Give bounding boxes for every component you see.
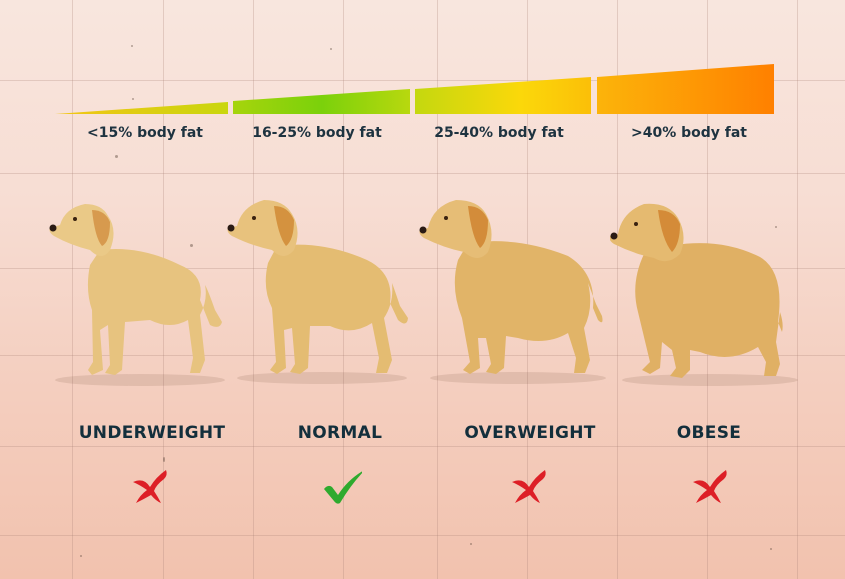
check-icon xyxy=(324,471,362,504)
range-label-obese: >40% body fat xyxy=(630,125,747,141)
category-label-obese: OBESE xyxy=(676,423,742,443)
cross-icon xyxy=(133,470,167,503)
segment-obese xyxy=(597,64,774,114)
category-label-normal: NORMAL xyxy=(297,423,383,443)
body-fat-gradient-bar xyxy=(55,64,774,114)
dog-underweight-illustration xyxy=(49,204,225,386)
range-label-underweight: <15% body fat xyxy=(86,125,203,141)
cross-icon xyxy=(512,470,546,503)
body-fat-scale: <15% body fat 16-25% body fat 25-40% bod… xyxy=(0,0,845,141)
segment-underweight xyxy=(55,102,228,114)
dog-overweight-illustration xyxy=(419,200,606,384)
cross-icon xyxy=(693,470,727,503)
range-label-overweight: 25-40% body fat xyxy=(434,125,564,141)
dog-normal-illustration xyxy=(227,200,408,384)
segment-normal xyxy=(233,89,410,114)
category-label-overweight: OVERWEIGHT xyxy=(464,423,596,443)
category-label-underweight: UNDERWEIGHT xyxy=(78,423,226,443)
segment-overweight xyxy=(415,77,591,114)
dog-obese-illustration xyxy=(610,203,798,386)
range-label-normal: 16-25% body fat xyxy=(252,125,382,141)
